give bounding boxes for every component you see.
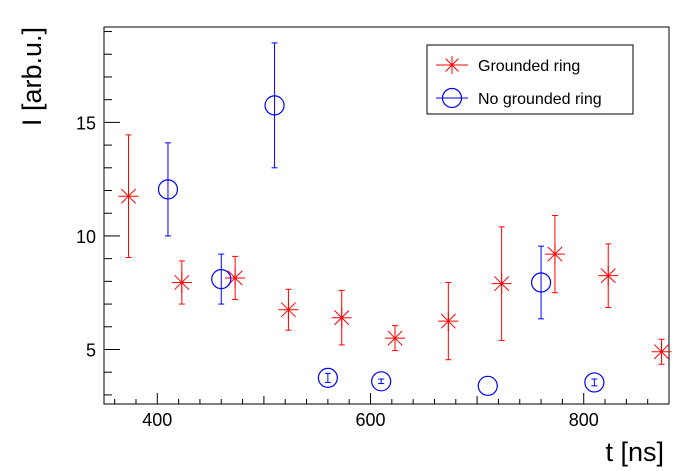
series-grounded-ring: [118, 134, 672, 365]
data-point: [385, 328, 406, 349]
x-tick-label: 400: [142, 410, 172, 430]
axis-ticks: 400 600 800 5 10 15: [76, 31, 670, 430]
data-point: [211, 268, 232, 290]
data-point: [118, 186, 139, 207]
data-point: [225, 267, 246, 288]
legend-marker-grounded: [443, 56, 461, 74]
y-axis-label: I [arb.u.]: [17, 27, 47, 126]
data-point: [171, 272, 192, 293]
data-marks: [118, 42, 672, 396]
data-point: [264, 95, 285, 116]
data-point: [530, 272, 552, 293]
plot-frame: [103, 26, 670, 405]
data-point: [278, 299, 299, 320]
x-tick-label: 600: [355, 410, 385, 430]
legend-box: [426, 44, 634, 115]
data-point: [584, 372, 605, 393]
data-point: [371, 371, 392, 392]
data-point: [317, 367, 338, 388]
legend-marker-no-grounded: [441, 87, 463, 109]
data-point: [491, 273, 512, 294]
data-point: [544, 244, 565, 265]
legend-label-grounded: Grounded ring: [478, 58, 580, 75]
y-tick-label: 10: [76, 227, 96, 247]
series-no-grounded-ring: [157, 42, 605, 396]
data-point: [651, 341, 672, 362]
legend: Grounded ring No grounded ring: [426, 44, 634, 115]
x-axis-label: t [ns]: [605, 437, 664, 467]
data-point: [157, 179, 179, 200]
data-point: [598, 265, 619, 286]
y-tick-label: 5: [86, 340, 96, 360]
x-tick-label: 800: [569, 410, 599, 430]
data-point: [477, 375, 498, 396]
y-tick-label: 15: [76, 113, 96, 133]
legend-label-no-grounded: No grounded ring: [478, 91, 602, 108]
data-point: [438, 311, 459, 332]
data-point: [331, 307, 352, 328]
